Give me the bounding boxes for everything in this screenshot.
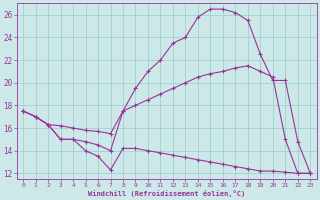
X-axis label: Windchill (Refroidissement éolien,°C): Windchill (Refroidissement éolien,°C) [88,190,245,197]
